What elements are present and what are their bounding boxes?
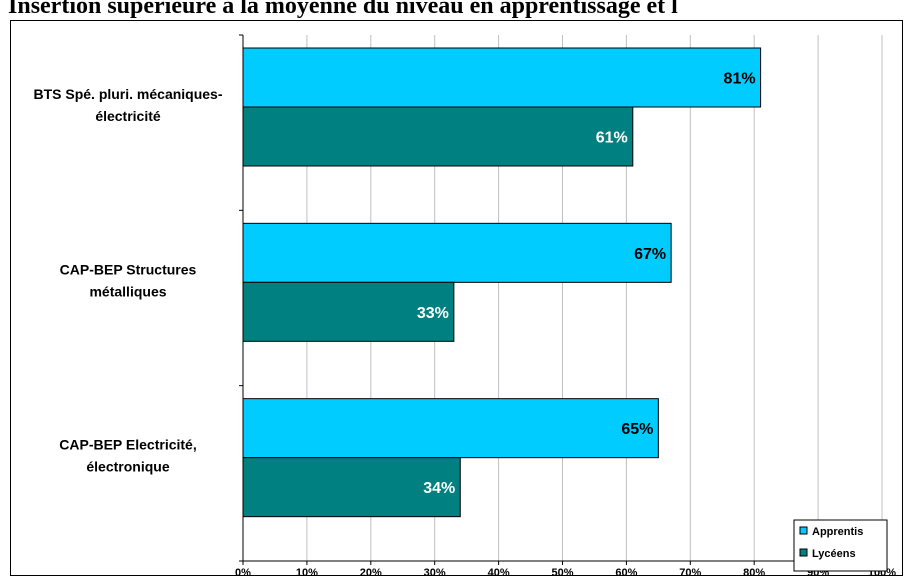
legend-swatch-lycéens	[799, 548, 808, 557]
category-label: CAP-BEP Structures	[60, 261, 197, 277]
bar-apprentis-2	[242, 398, 659, 459]
category-label: électricité	[95, 108, 161, 124]
category-label: CAP-BEP Electricité,	[59, 437, 196, 453]
legend-label: Lycéens	[812, 548, 856, 560]
legend-swatch-apprentis	[799, 526, 808, 535]
data-label: 34%	[423, 480, 455, 497]
x-tick-label: 90%	[807, 567, 829, 577]
data-label: 67%	[634, 246, 666, 263]
legend-label: Apprentis	[812, 526, 863, 538]
category-label: électronique	[86, 459, 169, 475]
x-tick-label: 50%	[551, 567, 573, 577]
x-tick-label: 60%	[615, 567, 637, 577]
category-label: BTS Spé. pluri. mécaniques-	[33, 86, 222, 102]
data-label: 61%	[596, 130, 628, 147]
bar-apprentis-1	[242, 222, 672, 283]
legend-box	[793, 519, 888, 572]
x-tick-label: 30%	[424, 567, 446, 577]
bar-lycéens-1	[242, 281, 455, 342]
x-tick-label: 20%	[360, 567, 382, 577]
bar-chart: 81% 61% BTS Spé. pluri. mécaniques-électri…	[33, 34, 896, 577]
category-label: métalliques	[89, 283, 166, 299]
x-tick-label: 10%	[296, 567, 318, 577]
data-label: 33%	[417, 305, 449, 322]
chart-title: Insertion supérieure à la moyenne du niv…	[8, 0, 678, 19]
bar-lycéens-0	[242, 106, 634, 167]
chart-frame: 81% 61% BTS Spé. pluri. mécaniques-électri…	[10, 20, 903, 577]
x-tick-label: 100%	[868, 567, 896, 577]
x-tick-label: 0%	[235, 567, 251, 577]
x-tick-label: 80%	[743, 567, 765, 577]
x-tick-label: 70%	[679, 567, 701, 577]
data-label: 65%	[621, 421, 653, 438]
data-label: 81%	[724, 71, 756, 88]
bar-apprentis-0	[242, 47, 762, 108]
x-tick-label: 40%	[488, 567, 510, 577]
